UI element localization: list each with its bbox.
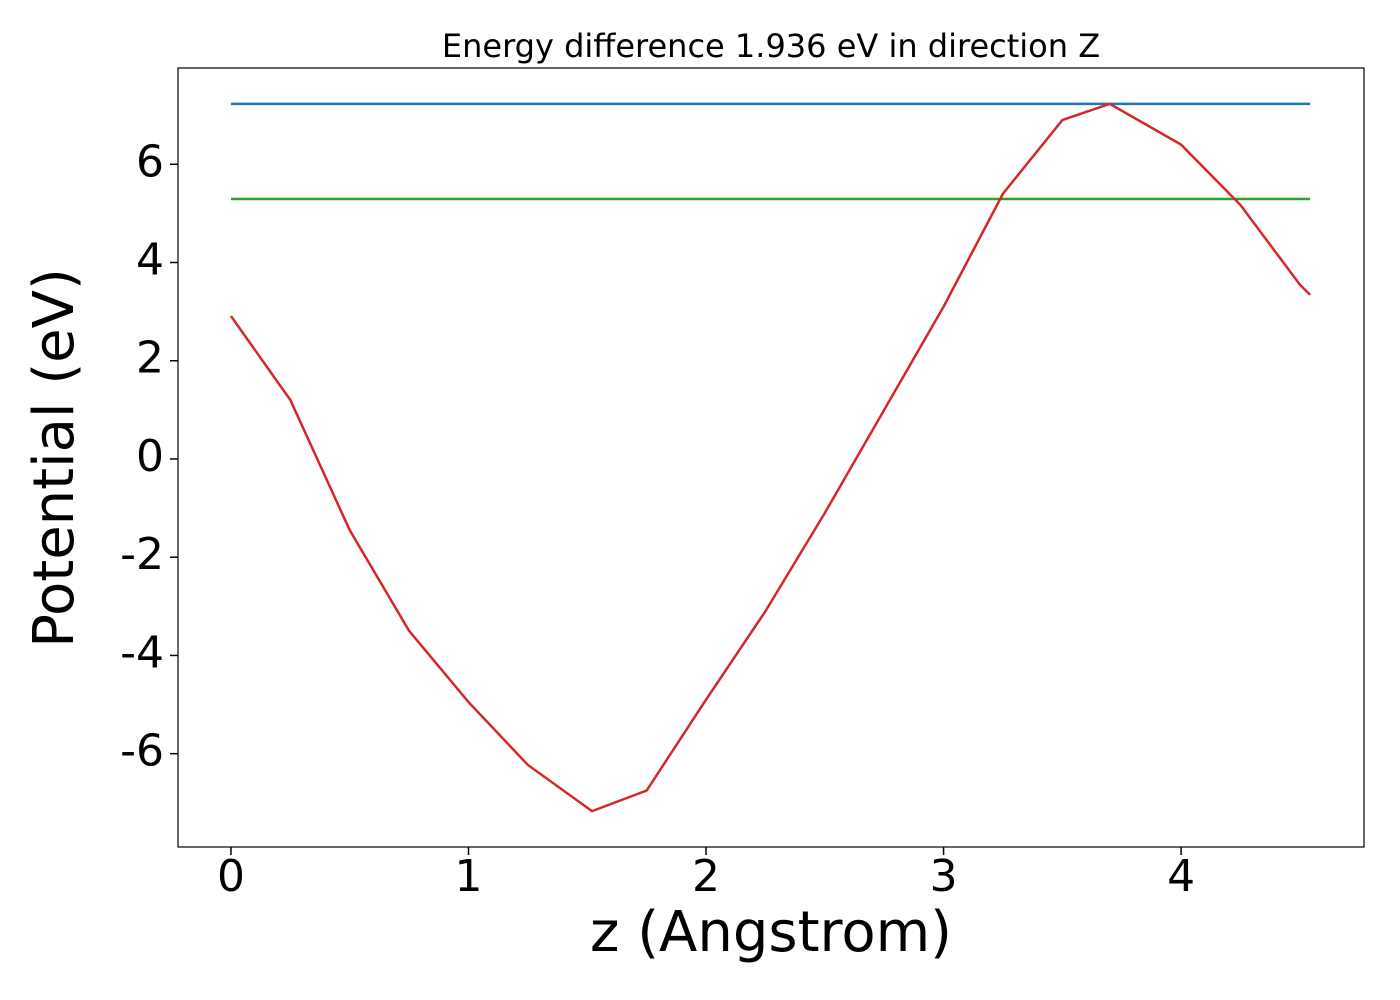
y-tick-label: -6	[120, 726, 164, 777]
x-tick-label: 2	[692, 851, 720, 902]
y-tick-label: 6	[136, 136, 164, 187]
y-tick-label: -2	[120, 529, 164, 580]
x-axis-label: z (Angstrom)	[590, 900, 952, 965]
y-tick-label: 0	[136, 431, 164, 482]
x-tick-label: 3	[930, 851, 958, 902]
y-tick-label: 4	[136, 235, 164, 286]
y-tick-label: 2	[136, 333, 164, 384]
x-tick-label: 4	[1167, 851, 1195, 902]
chart-title: Energy difference 1.936 eV in direction …	[442, 27, 1100, 65]
y-axis-label: Potential (eV)	[22, 268, 87, 648]
plot-frame	[177, 67, 1365, 848]
series-line	[229, 102, 1311, 813]
x-tick-label: 0	[217, 851, 245, 902]
x-tick-label: 1	[455, 851, 483, 902]
y-tick-label: -4	[120, 627, 164, 678]
